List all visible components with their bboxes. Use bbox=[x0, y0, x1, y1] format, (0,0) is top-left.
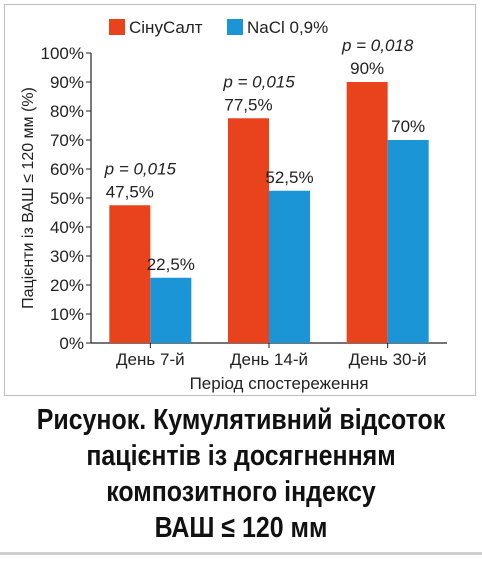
x-tick-label: День 14-й bbox=[230, 350, 308, 369]
data-label: 90% bbox=[350, 59, 384, 78]
bar-sinusalt bbox=[346, 82, 388, 343]
bottom-divider bbox=[0, 552, 482, 555]
caption-line-3: композитного індексу bbox=[106, 476, 376, 508]
bar-sinusalt bbox=[228, 118, 269, 343]
bar-sinusalt bbox=[109, 205, 151, 343]
y-tick-label: 80% bbox=[50, 102, 84, 121]
x-axis-title: Період спостереження bbox=[190, 374, 369, 393]
y-axis-title: Пацієнти із ВАШ ≤ 120 мм (%) bbox=[20, 87, 37, 309]
y-tick-label: 100% bbox=[41, 44, 84, 63]
y-tick-label: 20% bbox=[50, 276, 84, 295]
bar-nacl bbox=[269, 190, 310, 343]
data-label: 77,5% bbox=[224, 95, 272, 114]
y-tick-label: 40% bbox=[50, 218, 84, 237]
y-tick-label: 30% bbox=[50, 247, 84, 266]
p-value-annotation: p = 0,015 bbox=[222, 72, 295, 91]
y-tick-label: 70% bbox=[50, 131, 84, 150]
x-tick-label: День 7-й bbox=[116, 350, 185, 369]
y-tick-label: 0% bbox=[59, 334, 84, 353]
p-value-annotation: p = 0,018 bbox=[341, 36, 414, 55]
y-tick-label: 60% bbox=[50, 160, 84, 179]
caption-line-4: ВАШ ≤ 120 мм bbox=[154, 512, 328, 544]
caption-line-2: пацієнтів із досягненням bbox=[86, 440, 396, 472]
data-label: 52,5% bbox=[265, 168, 313, 187]
y-tick-label: 50% bbox=[50, 189, 84, 208]
y-tick-label: 90% bbox=[50, 73, 84, 92]
data-label: 70% bbox=[391, 117, 425, 136]
y-tick-label: 10% bbox=[50, 305, 84, 324]
x-tick-label: День 30-й bbox=[349, 350, 427, 369]
legend-swatch-nacl bbox=[227, 19, 243, 35]
chart-frame: 0% 10% 20% 30% 40% 50% 60% 70% 80% 90% 100% 47,5% 22… bbox=[4, 4, 476, 396]
bar-nacl bbox=[150, 277, 192, 343]
data-label: 47,5% bbox=[106, 182, 154, 201]
data-label: 22,5% bbox=[147, 255, 195, 274]
bar-nacl bbox=[387, 140, 429, 343]
legend-label: NaCl 0,9% bbox=[247, 18, 328, 37]
legend-label: СінуСалт bbox=[129, 18, 203, 37]
caption-line-1: Рисунок. Кумулятивний відсоток bbox=[36, 404, 446, 436]
legend-swatch-sinusalt bbox=[109, 19, 125, 35]
figure-caption: Рисунок. Кумулятивний відсоток пацієнтів… bbox=[34, 402, 449, 546]
bar-chart: 0% 10% 20% 30% 40% 50% 60% 70% 80% 90% 100% 47,5% 22… bbox=[20, 18, 447, 393]
p-value-annotation: p = 0,015 bbox=[104, 159, 177, 178]
